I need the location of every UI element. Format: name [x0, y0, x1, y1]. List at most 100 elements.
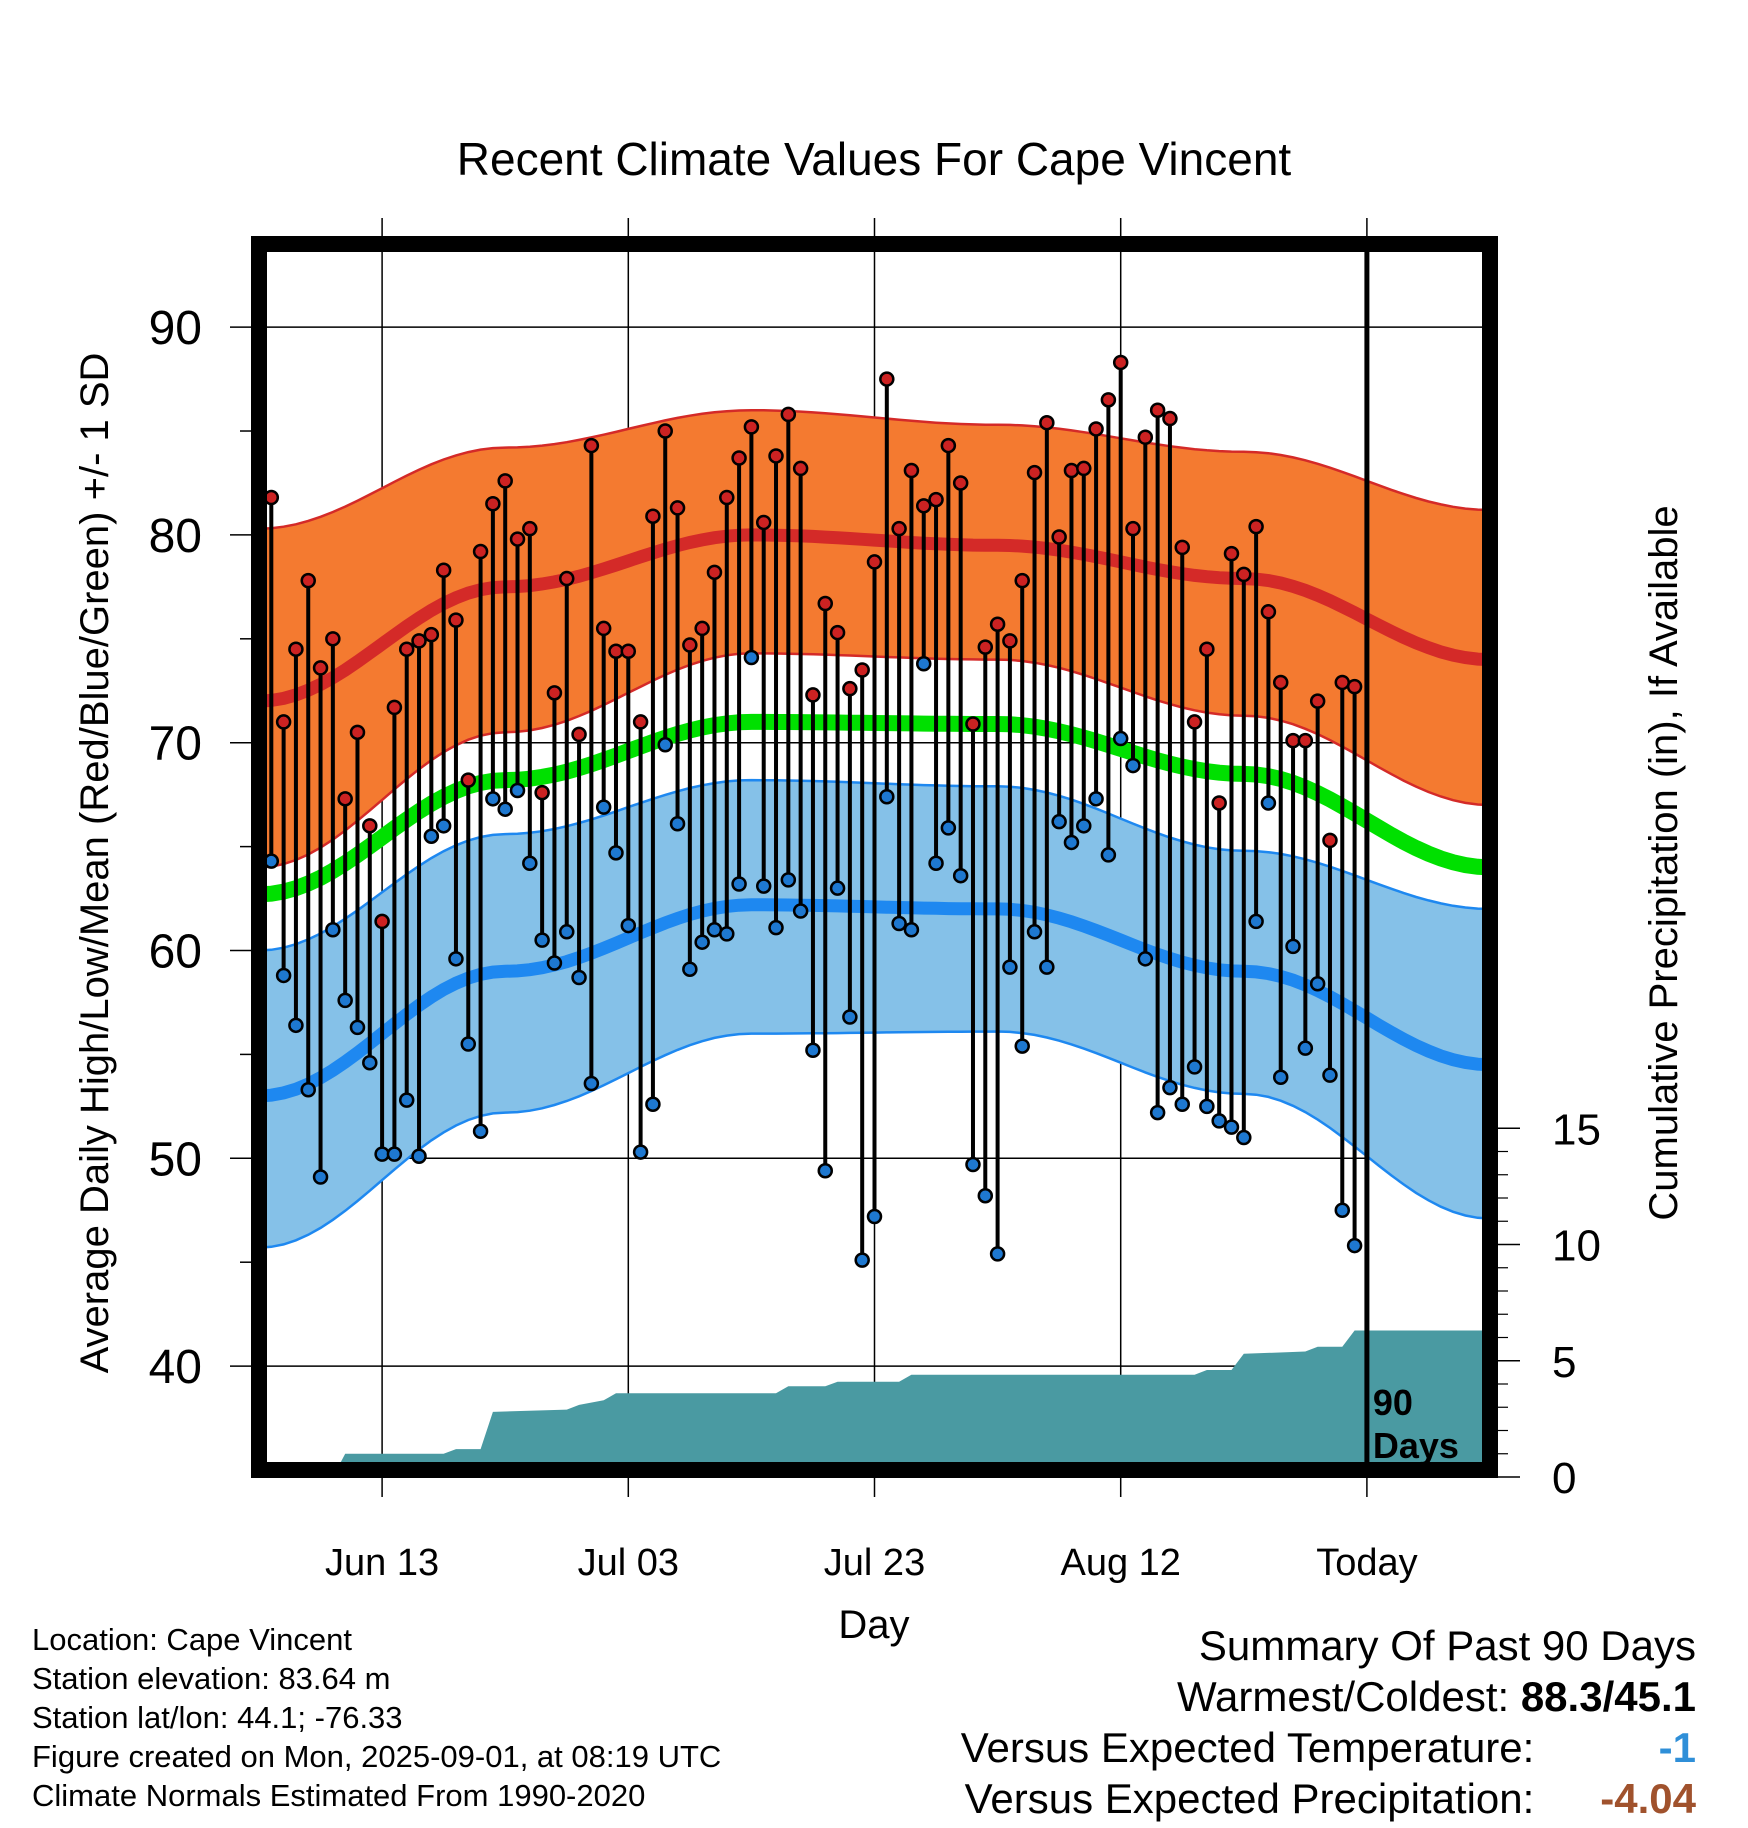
high-point: [1186, 714, 1203, 730]
high-point: [952, 475, 969, 491]
low-point: [731, 876, 747, 892]
high-point: [325, 631, 341, 647]
temp-value: -1: [1658, 1724, 1696, 1771]
high-point: [460, 772, 477, 788]
high-point: [349, 724, 366, 741]
low-point: [595, 799, 612, 815]
high-point: [608, 643, 624, 660]
low-point: [337, 992, 353, 1009]
high-point: [337, 791, 353, 807]
low-point: [743, 649, 760, 666]
axes: Jun 13 Jul 03 Jul 23 Aug 12 Today40506070809…: [149, 218, 1601, 1584]
high-point: [1360, 0, 1373, 7]
high-point: [1088, 421, 1104, 437]
high-point: [755, 514, 772, 531]
low-point: [472, 1123, 489, 1140]
low-point: [398, 1092, 415, 1108]
high-point: [1236, 566, 1252, 583]
low-point: [559, 924, 575, 940]
low-point: [842, 1009, 858, 1025]
low-point: [1112, 730, 1129, 747]
high-point: [965, 716, 981, 732]
low-point: [423, 828, 440, 844]
high-point: [1260, 604, 1277, 620]
summary-title: Summary Of Past 90 Days: [1198, 1622, 1696, 1669]
high-point: [275, 714, 292, 730]
low-point: [325, 921, 341, 938]
precip-label: Versus Expected Precipitation:: [964, 1775, 1535, 1822]
low-point: [719, 926, 735, 942]
high-point: [1051, 529, 1067, 545]
high-point: [497, 473, 513, 489]
x-tick-label: Jun 13: [325, 1542, 439, 1584]
normals-text: Climate Normals Estimated From 1990-2020: [32, 1778, 646, 1813]
high-point: [522, 520, 538, 537]
high-point: [411, 633, 427, 649]
high-point: [1346, 678, 1363, 695]
high-point: [1063, 462, 1080, 479]
low-point: [632, 1144, 649, 1160]
high-point: [829, 624, 846, 641]
high-point: [989, 616, 1006, 633]
low-point: [1149, 1104, 1166, 1121]
low-point: [928, 855, 944, 871]
y2-tick-label: 10: [1552, 1222, 1601, 1271]
y-tick-label: 80: [149, 510, 202, 563]
low-point: [1088, 791, 1104, 807]
high-point: [1014, 572, 1030, 589]
low-point: [1211, 1113, 1227, 1129]
high-point: [1223, 545, 1240, 562]
low-point: [1051, 813, 1067, 830]
low-point: [546, 955, 563, 971]
high-point: [386, 699, 403, 716]
high-point: [1112, 354, 1129, 371]
warmest-value: 88.3/45.1: [1520, 1673, 1696, 1720]
low-point: [509, 782, 526, 799]
summary-panel: Summary Of Past 90 Days Warmest/Coldest:…: [961, 1620, 1696, 1824]
high-point: [731, 450, 747, 466]
high-point: [1149, 402, 1166, 418]
low-point: [300, 1081, 316, 1098]
low-point: [1002, 959, 1018, 975]
low-point: [866, 1208, 883, 1225]
low-point: [460, 1036, 477, 1052]
low-point: [1260, 795, 1277, 811]
low-point: [915, 655, 932, 672]
latlon-text: Station lat/lon: 44.1; -76.33: [32, 1700, 403, 1735]
high-point: [1309, 693, 1326, 709]
low-point: [940, 820, 957, 836]
low-point: [768, 919, 784, 936]
low-point: [1322, 1067, 1338, 1083]
low-point: [534, 932, 550, 948]
high-normal-line: [259, 528, 1490, 708]
high-point: [682, 637, 698, 653]
high-point: [1100, 392, 1117, 408]
low-point: [989, 1246, 1006, 1262]
high-point: [1002, 633, 1018, 649]
high-point: [1162, 410, 1178, 427]
observed-values: [259, 0, 1373, 1268]
high-point: [657, 423, 673, 439]
high-point: [583, 437, 600, 454]
high-point: [903, 462, 920, 479]
high-point: [1174, 539, 1190, 556]
station-info: Location: Cape Vincent Station elevation…: [32, 1620, 721, 1815]
low-point: [1248, 913, 1264, 930]
plot-area: [259, 0, 1490, 1470]
low-point: [706, 921, 723, 938]
low-point: [694, 934, 710, 950]
high-point: [694, 620, 710, 637]
chart-title: Recent Climate Values For Cape Vincent: [457, 133, 1292, 185]
low-point: [891, 915, 907, 932]
high-point: [620, 643, 637, 660]
high-point: [362, 818, 378, 834]
high-point: [300, 572, 316, 589]
low-point: [792, 903, 809, 919]
low-point: [1137, 951, 1154, 967]
y-tick-label: 40: [149, 1341, 202, 1394]
low-point: [682, 961, 698, 977]
high-point: [1272, 674, 1289, 691]
low-point: [448, 951, 464, 967]
temp-row: Versus Expected Temperature: -1: [961, 1722, 1696, 1773]
